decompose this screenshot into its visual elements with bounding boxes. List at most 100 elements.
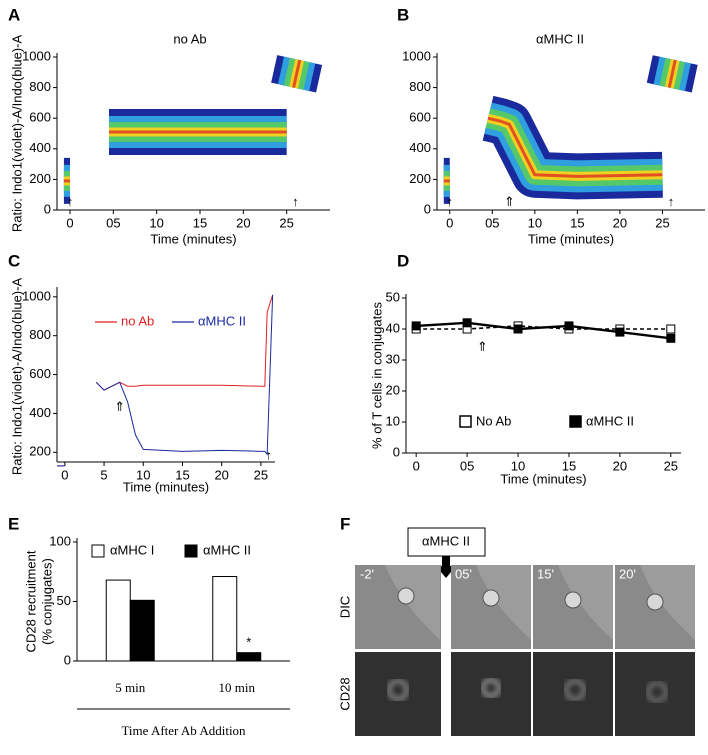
annotation: ⇑ [504,194,515,209]
dic-row [355,565,695,649]
annotation: ↑ [265,448,272,463]
annotation: ⇑ [114,399,125,414]
time-label: -2' [360,566,374,581]
time-label: 05' [455,566,472,581]
fluorescence [387,679,409,701]
y-tick-label: 400 [29,405,51,420]
annotation: ↑ [668,194,675,209]
chart: 0 50 100 Time After Ab Addition CD28 recruit… [23,533,290,738]
time-label: 15' [537,566,554,581]
y-tick-label: 0 [424,201,431,216]
y-axis-label: (% conjugates) [39,558,54,645]
series-line [95,294,274,456]
density-plot [443,55,698,204]
marker [615,327,625,337]
callout: αMHC II [422,533,470,548]
y-tick-label: 800 [409,79,431,94]
fluorescence [564,679,586,701]
x-tick-label: 20 [613,215,627,230]
x-tick-label: 0 [66,215,73,230]
chart: 0 200 400 600 800 1000 0 05 10 15 20 25 Time (minute… [402,48,705,246]
y-tick-label: 800 [29,79,51,94]
cell [558,565,613,640]
panel-label: C [8,251,20,270]
y-tick-label: 1000 [22,48,51,63]
annotation: ↑ [292,194,299,209]
x-tick-label: 25 [279,215,293,230]
legend-marker [91,544,105,558]
panel-label: A [8,5,20,24]
marker [564,321,574,331]
x-tick-label: 25 [664,458,678,473]
y-tick-label: 40 [386,320,400,335]
y-tick-label: 200 [29,444,51,459]
legend-marker [569,415,582,428]
x-axis-label: Time After Ab Addition [121,723,246,738]
x-tick-label: 25 [655,215,669,230]
x-tick-label: 05 [460,458,474,473]
x-tick-label: 15 [570,215,584,230]
legend-label: αMHC I [110,542,154,557]
bar [105,579,131,662]
x-tick-label: 10 [149,215,163,230]
chart: 200 400 600 800 1000 0 5 10 15 20 25 Time (minutes)… [9,278,275,494]
y-tick-label: 10 [386,413,400,428]
image [355,652,441,736]
y-tick-label: 600 [409,110,431,125]
y-tick-label: 800 [29,327,51,342]
cd28-row [355,652,695,736]
x-tick-label: 5 min [115,680,145,695]
image [533,652,613,736]
marker [513,324,523,334]
x-tick-label: 0 [446,215,453,230]
y-tick-label: 100 [49,533,71,548]
y-tick-label: 1000 [22,288,51,303]
x-tick-label: 20 [214,467,228,482]
cell [640,565,695,640]
x-tick-label: 15 [193,215,207,230]
annotation: * [246,635,251,650]
time-label: 20' [619,566,636,581]
image [615,652,695,736]
x-tick-label: 10 [511,458,525,473]
marker [411,321,421,331]
x-tick-label: 05 [485,215,499,230]
cell [564,591,582,609]
row-label: DIC [337,596,352,618]
cell [482,589,500,607]
y-tick-label: 600 [29,110,51,125]
y-tick-label: 1000 [402,48,431,63]
bar [236,652,262,662]
density-band [667,59,677,88]
legend-label: αMHC II [203,542,251,557]
density-band [487,116,663,178]
x-tick-label: 10 min [219,680,256,695]
x-tick-label: 0 [61,467,68,482]
x-tick-label: 10 [528,215,542,230]
series-line [416,321,671,340]
x-tick-label: 5 [100,467,107,482]
x-tick-label: 15 [562,458,576,473]
callout-box [407,527,486,557]
y-tick-label: 600 [29,366,51,381]
annotation: ↑ [67,194,74,209]
image-panel: αMHC II -2' 05' 15' [337,527,695,736]
chart: 0 200 400 600 800 1000 0 05 10 15 20 25 Time (minute… [9,35,330,246]
y-tick-label: 200 [29,171,51,186]
marker [666,333,676,343]
y-tick-label: 0 [44,201,51,216]
callout-arrow [436,556,456,578]
x-tick-label: 0 [413,458,420,473]
x-axis-label: Time (minutes) [123,479,209,494]
x-tick-label: 10 [136,467,150,482]
panel-label: B [397,5,409,24]
x-tick-label: 20 [613,458,627,473]
cell [385,565,440,640]
x-tick-label: 20 [236,215,250,230]
chart-title: αMHC II [536,31,584,46]
y-tick-label: 400 [29,140,51,155]
cell [646,593,664,611]
legend-marker [459,415,472,428]
x-tick-label: 25 [254,467,268,482]
fluorescence [646,681,668,703]
